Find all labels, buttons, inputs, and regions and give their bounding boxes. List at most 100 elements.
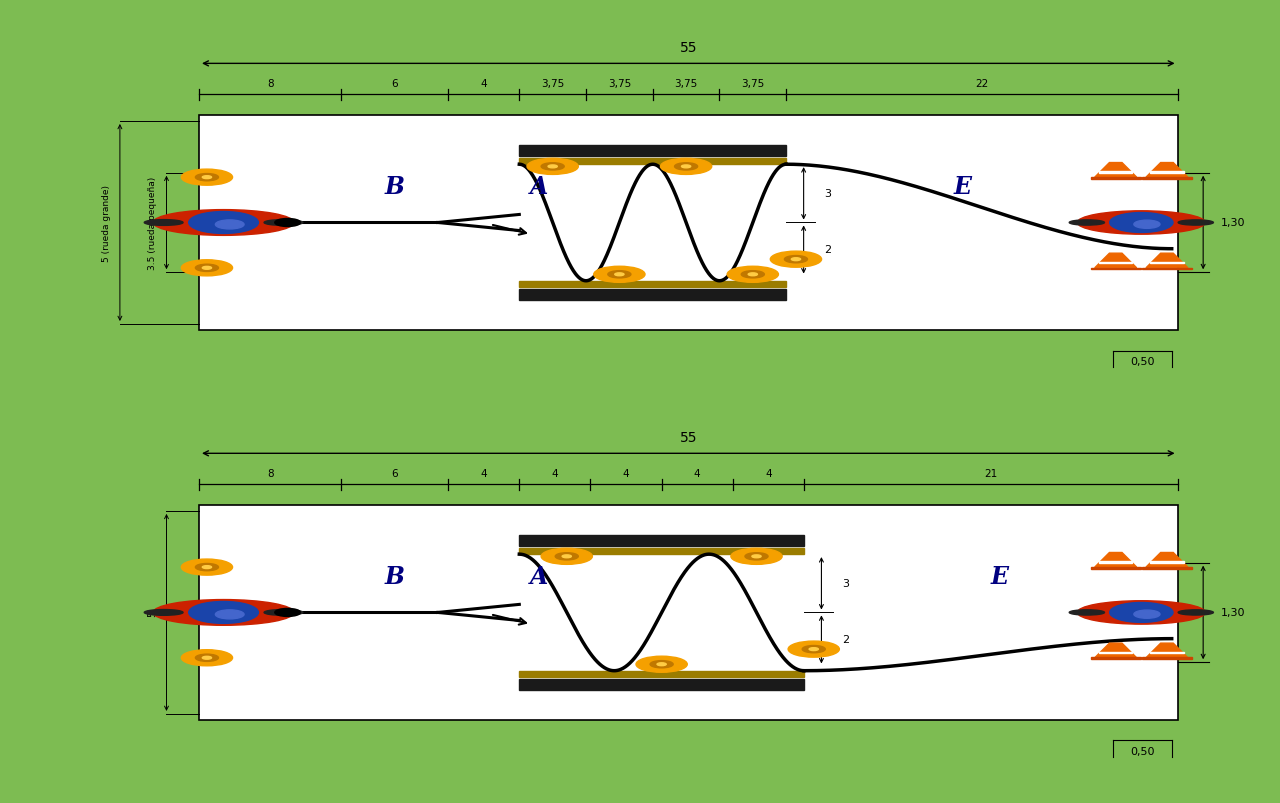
Circle shape [749,274,758,276]
Circle shape [741,271,764,279]
Ellipse shape [145,609,183,616]
Ellipse shape [1178,610,1213,615]
Ellipse shape [154,210,294,236]
Polygon shape [1146,643,1188,658]
Bar [1142,567,1192,569]
Circle shape [182,260,233,276]
Circle shape [771,252,822,268]
Circle shape [727,267,778,283]
Bar [1142,268,1192,270]
Circle shape [196,174,219,181]
Circle shape [745,553,768,560]
Polygon shape [1146,163,1188,178]
Bar [1151,172,1184,173]
Circle shape [541,164,564,171]
Circle shape [675,164,698,171]
Text: E: E [991,565,1009,588]
Circle shape [614,274,623,276]
Text: 4: 4 [480,468,488,479]
Polygon shape [1146,254,1188,268]
Text: 4: 4 [623,468,630,479]
Bar [520,290,786,300]
Bar [1091,658,1140,659]
Circle shape [608,271,631,279]
Circle shape [215,610,244,619]
Circle shape [636,656,687,672]
Bar [520,679,804,690]
Circle shape [275,219,301,227]
Bar [200,505,1178,720]
Circle shape [196,654,219,662]
Text: 3: 3 [824,190,832,199]
Text: 2: 2 [842,634,850,645]
Bar [1151,652,1184,654]
Text: 55: 55 [680,41,698,55]
Circle shape [202,657,211,659]
Text: A: A [530,175,548,198]
Text: A: A [530,565,548,588]
Text: 6: 6 [392,79,398,89]
Bar [1091,567,1140,569]
Bar [1142,177,1192,179]
Bar [520,536,804,546]
Text: 4: 4 [694,468,700,479]
Ellipse shape [264,609,303,616]
Text: 2: 2 [824,245,832,255]
Circle shape [803,646,826,653]
Circle shape [196,564,219,571]
Ellipse shape [154,600,294,626]
Polygon shape [1094,643,1137,658]
Text: B: B [385,565,404,588]
Bar [520,158,786,165]
Text: 4: 4 [765,468,772,479]
Text: E: E [954,175,972,198]
Bar [520,146,786,157]
Ellipse shape [1069,221,1105,226]
Text: 1,30: 1,30 [1221,218,1245,228]
Bar [1091,268,1140,270]
Circle shape [188,601,259,624]
Bar [520,281,786,287]
Bar [1100,561,1133,563]
Polygon shape [1094,552,1137,568]
Ellipse shape [145,220,183,226]
Circle shape [182,170,233,186]
Circle shape [541,548,593,565]
Circle shape [809,648,818,650]
Circle shape [527,159,579,175]
Polygon shape [1094,254,1137,268]
Bar [520,548,804,555]
Circle shape [681,165,691,169]
Circle shape [791,259,800,261]
Circle shape [202,177,211,179]
Circle shape [182,650,233,666]
Text: 3,75: 3,75 [675,79,698,89]
Bar [1091,177,1140,179]
Text: 1,30: 1,30 [1221,608,1245,618]
Circle shape [562,555,571,558]
Bar [1151,561,1184,563]
Circle shape [660,159,712,175]
Circle shape [788,642,840,658]
Circle shape [594,267,645,283]
Text: 4: 4 [480,79,488,89]
Text: 55: 55 [680,430,698,445]
Text: 0,50: 0,50 [1130,357,1155,366]
Circle shape [215,221,244,230]
Ellipse shape [1078,211,1206,235]
Bar [200,116,1178,331]
Bar [1151,263,1184,264]
Ellipse shape [1178,221,1213,226]
Circle shape [188,212,259,234]
Circle shape [275,609,301,617]
Text: B: B [385,175,404,198]
Text: 6: 6 [392,468,398,479]
Text: 8: 8 [268,79,274,89]
Circle shape [202,267,211,270]
Text: 8: 8 [268,468,274,479]
Ellipse shape [1078,601,1206,625]
Circle shape [1134,610,1160,618]
Circle shape [657,663,667,666]
Text: 0,50: 0,50 [1130,746,1155,756]
Circle shape [1110,603,1172,622]
